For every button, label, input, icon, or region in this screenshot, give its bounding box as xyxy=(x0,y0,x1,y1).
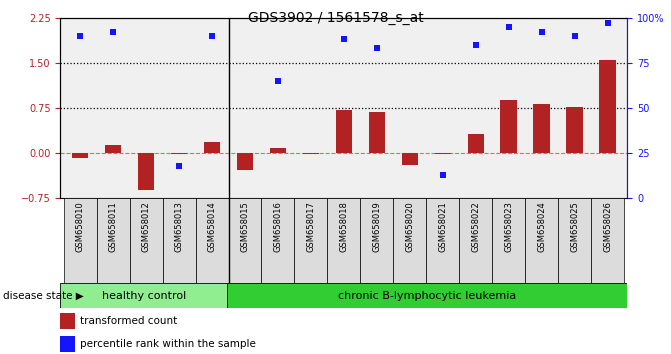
Text: GSM658019: GSM658019 xyxy=(372,201,381,252)
Bar xyxy=(468,134,484,153)
Bar xyxy=(195,198,229,283)
Bar xyxy=(237,153,253,170)
Text: GSM658017: GSM658017 xyxy=(307,201,315,252)
Bar xyxy=(295,198,327,283)
Bar xyxy=(393,198,426,283)
Bar xyxy=(60,313,74,329)
Bar xyxy=(72,153,89,158)
Text: GSM658024: GSM658024 xyxy=(537,201,546,252)
Text: GSM658023: GSM658023 xyxy=(504,201,513,252)
Bar xyxy=(435,153,451,154)
Bar xyxy=(591,198,624,283)
Bar xyxy=(130,198,162,283)
Bar xyxy=(599,60,616,153)
Text: GSM658018: GSM658018 xyxy=(340,201,348,252)
Text: GSM658013: GSM658013 xyxy=(174,201,184,252)
Bar xyxy=(162,198,195,283)
Bar xyxy=(566,107,583,153)
Bar xyxy=(360,198,393,283)
Bar xyxy=(459,198,493,283)
Bar xyxy=(533,104,550,153)
Bar xyxy=(105,145,121,153)
Text: percentile rank within the sample: percentile rank within the sample xyxy=(81,339,256,349)
Text: GSM658016: GSM658016 xyxy=(274,201,282,252)
Text: healthy control: healthy control xyxy=(101,291,186,301)
Text: GSM658026: GSM658026 xyxy=(603,201,612,252)
Bar xyxy=(525,198,558,283)
Bar xyxy=(262,198,295,283)
Bar xyxy=(227,283,627,308)
Text: transformed count: transformed count xyxy=(81,316,178,326)
Text: disease state ▶: disease state ▶ xyxy=(3,291,84,301)
Bar xyxy=(303,153,319,154)
Bar xyxy=(401,153,418,165)
Text: GSM658010: GSM658010 xyxy=(76,201,85,252)
Text: GSM658022: GSM658022 xyxy=(471,201,480,252)
Bar xyxy=(501,100,517,153)
Bar xyxy=(426,198,459,283)
Bar xyxy=(558,198,591,283)
Bar xyxy=(368,112,385,153)
Text: GSM658021: GSM658021 xyxy=(438,201,448,252)
Bar xyxy=(204,142,220,153)
Bar xyxy=(327,198,360,283)
Bar xyxy=(60,283,227,308)
Text: GSM658014: GSM658014 xyxy=(207,201,217,252)
Text: GSM658015: GSM658015 xyxy=(240,201,250,252)
Text: GSM658025: GSM658025 xyxy=(570,201,579,252)
Bar xyxy=(171,153,187,154)
Bar xyxy=(97,198,130,283)
Bar xyxy=(229,198,262,283)
Bar xyxy=(64,198,97,283)
Text: GDS3902 / 1561578_s_at: GDS3902 / 1561578_s_at xyxy=(248,11,423,25)
Bar xyxy=(493,198,525,283)
Text: GSM658020: GSM658020 xyxy=(405,201,414,252)
Text: GSM658011: GSM658011 xyxy=(109,201,117,252)
Bar xyxy=(336,110,352,153)
Text: GSM658012: GSM658012 xyxy=(142,201,150,252)
Bar xyxy=(60,336,74,352)
Bar xyxy=(270,148,287,153)
Text: chronic B-lymphocytic leukemia: chronic B-lymphocytic leukemia xyxy=(338,291,517,301)
Bar xyxy=(138,153,154,190)
